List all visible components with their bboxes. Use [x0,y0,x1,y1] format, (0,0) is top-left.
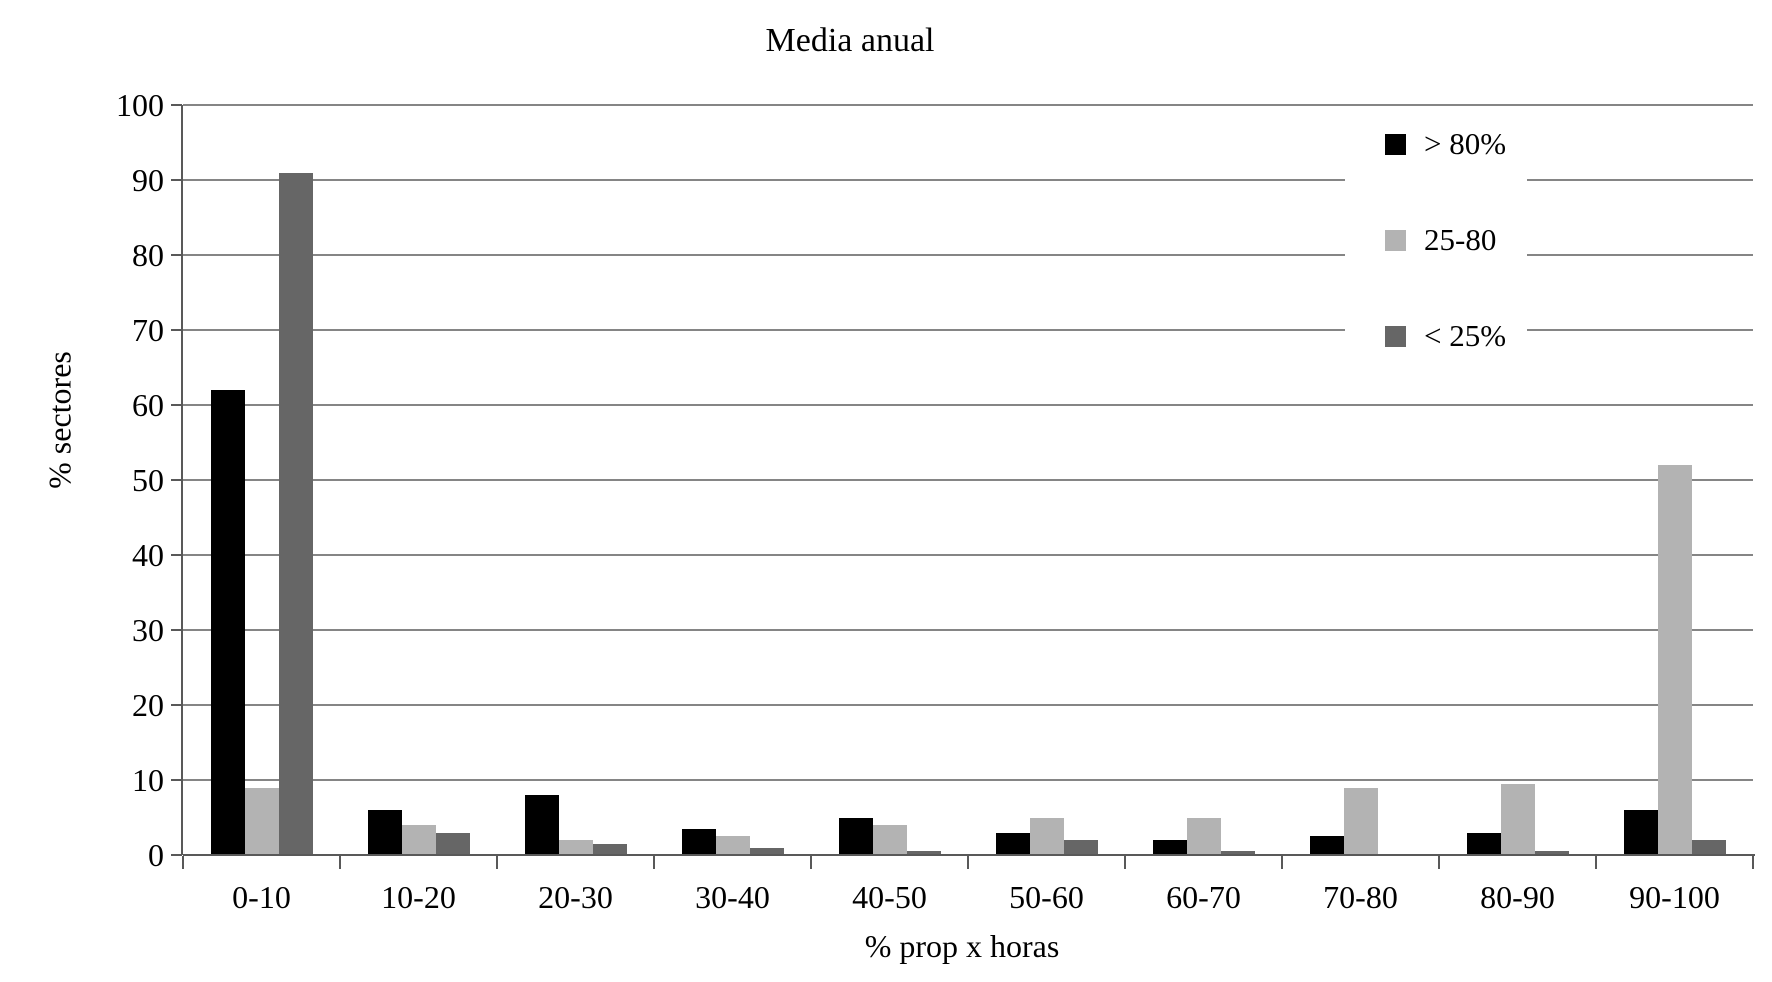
bar-80-90-series-1 [1500,783,1535,855]
bar-90-100-series-0 [1623,810,1658,855]
y-tick-label-10: 10 [132,762,164,798]
gridline-y-40 [183,554,1753,556]
bar-40-50-series-0 [838,817,873,855]
y-tick-80 [171,254,182,256]
x-tick-label-60-70: 60-70 [1166,879,1241,915]
legend-entry: < 25% [1345,314,1527,358]
bar-50-60-series-1 [1029,817,1064,855]
y-tick-70 [171,329,182,331]
y-tick-90 [171,179,182,181]
bar-10-20-series-1 [401,825,436,855]
gridline-y-90 [183,179,1753,181]
bar-60-70-series-2 [1220,851,1255,855]
x-tick-label-40-50: 40-50 [852,879,927,915]
bar-0-10-series-2 [278,172,313,855]
x-axis-label: % prop x horas [864,928,1060,964]
bar-10-20-series-0 [367,810,402,855]
y-tick-20 [171,704,182,706]
x-tick-3 [653,856,655,869]
bar-20-30-series-0 [524,795,559,855]
x-tick-6 [1124,856,1126,869]
x-tick-label-10-20: 10-20 [381,879,456,915]
bar-60-70-series-1 [1186,817,1221,855]
bar-90-100-series-1 [1657,465,1692,855]
y-tick-label-90: 90 [132,162,164,198]
bar-80-90-series-2 [1534,851,1569,855]
x-tick-10 [1752,856,1754,869]
bar-0-10-series-1 [244,787,279,855]
bar-50-60-series-2 [1063,840,1098,855]
y-tick-40 [171,554,182,556]
gridline-y-70 [183,329,1753,331]
gridline-y-60 [183,404,1753,406]
y-tick-label-0: 0 [148,837,164,873]
legend-swatch-black-icon [1385,133,1406,155]
bar-20-30-series-2 [592,843,627,855]
gridline-y-20 [183,704,1753,706]
y-tick-30 [171,629,182,631]
bar-30-40-series-1 [715,836,750,855]
bar-30-40-series-0 [681,828,716,855]
x-axis-line [183,854,1755,856]
y-tick-label-70: 70 [132,312,164,348]
bar-50-60-series-0 [995,832,1030,855]
y-axis-line [181,105,183,855]
bar-20-30-series-1 [558,840,593,855]
x-tick-5 [967,856,969,869]
y-tick-60 [171,404,182,406]
y-tick-10 [171,779,182,781]
y-tick-label-60: 60 [132,387,164,423]
legend-label: < 25% [1424,318,1507,353]
y-tick-100 [171,104,182,106]
y-tick-label-20: 20 [132,687,164,723]
bar-0-10-series-0 [210,390,245,855]
x-tick-4 [810,856,812,869]
x-tick-1 [339,856,341,869]
bar-90-100-series-2 [1691,840,1726,855]
x-tick-label-0-10: 0-10 [232,879,291,915]
x-tick-label-70-80: 70-80 [1323,879,1398,915]
legend-swatch-darkgray-icon [1385,325,1406,347]
x-tick-7 [1281,856,1283,869]
legend-entry: > 80% [1345,122,1527,166]
x-tick-label-90-100: 90-100 [1629,879,1720,915]
legend: > 80% 25-80 < 25% [1345,116,1527,366]
bar-80-90-series-0 [1466,832,1501,855]
gridline-y-80 [183,254,1753,256]
chart-title: Media anual [765,22,935,59]
x-tick-label-80-90: 80-90 [1480,879,1555,915]
legend-swatch-lightgray-icon [1385,229,1406,251]
gridline-y-10 [183,779,1753,781]
y-tick-50 [171,479,182,481]
y-tick-label-30: 30 [132,612,164,648]
y-tick-label-40: 40 [132,537,164,573]
gridline-y-100 [183,104,1753,106]
legend-label: > 80% [1424,126,1507,161]
x-tick-0 [182,856,184,869]
bar-70-80-series-1 [1343,787,1378,855]
bar-30-40-series-2 [749,847,784,855]
gridline-y-30 [183,629,1753,631]
x-tick-2 [496,856,498,869]
bar-60-70-series-0 [1152,840,1187,855]
gridline-y-50 [183,479,1753,481]
x-tick-label-50-60: 50-60 [1009,879,1084,915]
plot-area [183,104,1753,855]
x-tick-9 [1595,856,1597,869]
y-tick-label-100: 100 [116,87,164,123]
legend-entry: 25-80 [1345,218,1527,262]
bar-10-20-series-2 [435,832,470,855]
bar-40-50-series-1 [872,825,907,855]
bar-70-80-series-0 [1309,836,1344,855]
x-tick-label-30-40: 30-40 [695,879,770,915]
y-tick-0 [171,854,182,856]
x-tick-8 [1438,856,1440,869]
x-tick-label-20-30: 20-30 [538,879,613,915]
legend-label: 25-80 [1424,222,1497,257]
y-tick-label-50: 50 [132,462,164,498]
bar-40-50-series-2 [906,851,941,855]
y-tick-label-80: 80 [132,237,164,273]
